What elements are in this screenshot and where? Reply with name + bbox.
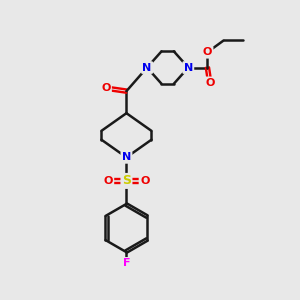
Text: O: O [203,47,212,57]
Text: O: O [140,176,149,186]
Text: N: N [184,63,193,73]
Text: S: S [122,174,131,188]
Text: N: N [122,152,131,162]
Text: N: N [142,63,152,73]
Text: O: O [101,83,110,93]
Text: O: O [103,176,113,186]
Text: O: O [205,78,214,88]
Text: F: F [123,258,130,268]
